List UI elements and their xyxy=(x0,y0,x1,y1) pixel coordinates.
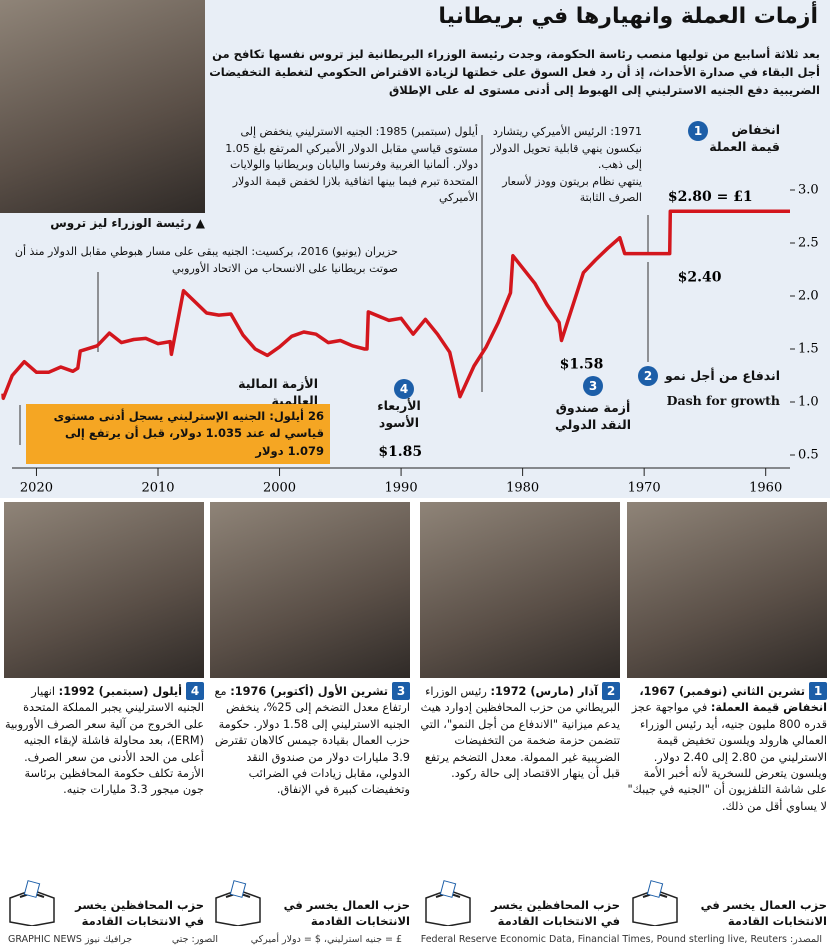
panel-heading: آذار (مارس) 1972: xyxy=(490,685,598,698)
panel-body: رئيس الوزراء البريطاني من حزب المحافظين … xyxy=(420,685,620,780)
x-tick-label: 1990 xyxy=(385,481,418,496)
marker-text-en: Dash for growth xyxy=(666,392,780,408)
panel-outcome: حزب المحافظين يخسر في الانتخابات القادمة xyxy=(491,897,620,929)
panel-heading: تشرين الثاني (نوفمبر) 1967، انخفاض قيمة … xyxy=(639,685,827,715)
credit: GRAPHIC NEWS جرافيك نيوز xyxy=(8,934,133,945)
panel-text: 2 آذار (مارس) 1972: رئيس الوزراء البريطان… xyxy=(420,682,620,782)
ballot-paper xyxy=(23,880,41,898)
photo xyxy=(420,502,620,678)
y-tick-label: 2.0 xyxy=(798,289,819,304)
marker-label: اندفاع من أجل نمو Dash for growth xyxy=(650,368,780,410)
photo-caption: ▲ رئيسة الوزراء ليز تروس xyxy=(50,216,205,230)
source: المصدر: Federal Reserve Economic Data, F… xyxy=(420,934,822,945)
marker-badge: 3 xyxy=(583,376,603,396)
y-tick-label: 3.0 xyxy=(798,183,819,198)
price-line xyxy=(1,209,790,401)
panel-number: 3 xyxy=(392,682,410,700)
panel: 3 تشرين الأول (أكتوبر) 1976: مع ارتفاع مع… xyxy=(210,682,410,932)
value-label: $2.80 = £1 xyxy=(668,189,753,205)
panel: 4 أيلول (سبتمبر) 1992: انهيار الجنيه الاس… xyxy=(4,682,204,932)
ballot-icon xyxy=(425,880,471,926)
x-tick-label: 1980 xyxy=(506,481,539,496)
marker-text: الأربعاء الأسود xyxy=(377,398,421,430)
marker-label: الأربعاء الأسود xyxy=(364,398,434,432)
annotation: حزيران (يونيو) 2016، بركسيت: الجنيه يبقى… xyxy=(14,245,398,275)
ballot-icon xyxy=(9,880,55,926)
subtitle: بعد ثلاثة أسابيع من توليها منصب رئاسة ال… xyxy=(209,47,820,97)
panel-text: 1تشرين الثاني (نوفمبر) 1967، انخفاض قيمة… xyxy=(627,682,827,815)
photo xyxy=(210,502,410,678)
annotation: أيلول (سبتمبر) 1985: الجنيه الاسترليني ي… xyxy=(225,125,478,204)
marker-label: أزمة صندوق النقد الدولي xyxy=(548,400,638,434)
annotation-text: 1971: الرئيس الأميركي ريتشارد نيكسون ينه… xyxy=(490,125,642,171)
annotation-text: ينتهي نظام بريتون وودز لأسعار الصرف الثا… xyxy=(502,174,642,205)
y-tick-label: 0.5 xyxy=(798,448,819,463)
value-label: $2.40 xyxy=(678,270,722,286)
units: £ = جنيه استرليني، $ = دولار أميركي xyxy=(250,934,402,945)
caption-text: رئيسة الوزراء ليز تروس xyxy=(50,216,192,230)
panel-body: في مواجهة عجز قدره 800 مليون جنيه، أيد ر… xyxy=(627,701,827,813)
marker-label: انخفاض قيمة العملة xyxy=(702,122,780,156)
x-tick-label: 1970 xyxy=(628,481,661,496)
value-label: $1.58 xyxy=(560,357,604,373)
ballot-paper xyxy=(439,880,457,898)
photo-credit: الصور: جتي xyxy=(171,934,218,945)
y-tick-label: 2.5 xyxy=(798,236,819,251)
photo xyxy=(0,0,205,213)
callout: 26 أيلول: الجنيه الإسترليني يسجل أدنى مس… xyxy=(26,404,330,464)
panel-text: 3 تشرين الأول (أكتوبر) 1976: مع ارتفاع مع… xyxy=(210,682,410,799)
y-tick-label: 1.0 xyxy=(798,395,819,410)
panel-text: 4 أيلول (سبتمبر) 1992: انهيار الجنيه الاس… xyxy=(4,682,204,799)
panel-outcome: حزب العمال يخسر في الانتخابات القادمة xyxy=(700,897,827,929)
panel-heading: أيلول (سبتمبر) 1992: xyxy=(58,685,182,698)
marker-text: انخفاض قيمة العملة xyxy=(709,122,780,154)
panel-number: 1 xyxy=(809,682,827,700)
x-tick-label: 2010 xyxy=(141,481,174,496)
panel-body: مع ارتفاع معدل التضخم إلى 25%، ينخفض الج… xyxy=(214,685,410,797)
panel-outcome: حزب المحافظين يخسر في الانتخابات القادمة xyxy=(75,897,204,929)
panel-heading: تشرين الأول (أكتوبر) 1976: xyxy=(230,685,388,698)
panel-number: 4 xyxy=(186,682,204,700)
ballot-icon xyxy=(632,880,678,926)
panel: 1تشرين الثاني (نوفمبر) 1967، انخفاض قيمة… xyxy=(627,682,827,932)
marker-badge: 1 xyxy=(688,121,708,141)
panel-body: انهيار الجنيه الاسترليني يجبر المملكة ال… xyxy=(4,685,204,797)
ballot-icon xyxy=(215,880,261,926)
x-tick-label: 1960 xyxy=(749,481,782,496)
marker-badge: 4 xyxy=(394,379,414,399)
photo xyxy=(4,502,204,678)
ballot-paper xyxy=(646,880,664,898)
x-tick-label: 2020 xyxy=(20,481,53,496)
chart: 2020 2010 2000 1990 1980 1970 1960 0.5 1.0 1.5 2.0… xyxy=(1,135,819,496)
ballot-paper xyxy=(229,880,247,898)
value-label: $1.85 xyxy=(378,444,422,460)
panel-outcome: حزب العمال يخسر في الانتخابات القادمة xyxy=(283,897,410,929)
panel: 2 آذار (مارس) 1972: رئيس الوزراء البريطان… xyxy=(420,682,620,932)
marker-text: اندفاع من أجل نمو xyxy=(664,368,780,383)
title: أزمات العملة وانهيارها في بريطانيا xyxy=(438,4,818,29)
photo xyxy=(627,502,827,678)
y-tick-label: 1.5 xyxy=(798,342,819,357)
x-tick-label: 2000 xyxy=(263,481,296,496)
marker-badge: 2 xyxy=(638,366,658,386)
marker-text: أزمة صندوق النقد الدولي xyxy=(555,400,631,432)
panel-number: 2 xyxy=(602,682,620,700)
annotation: 1971: الرئيس الأميركي ريتشارد نيكسون ينه… xyxy=(482,124,642,207)
